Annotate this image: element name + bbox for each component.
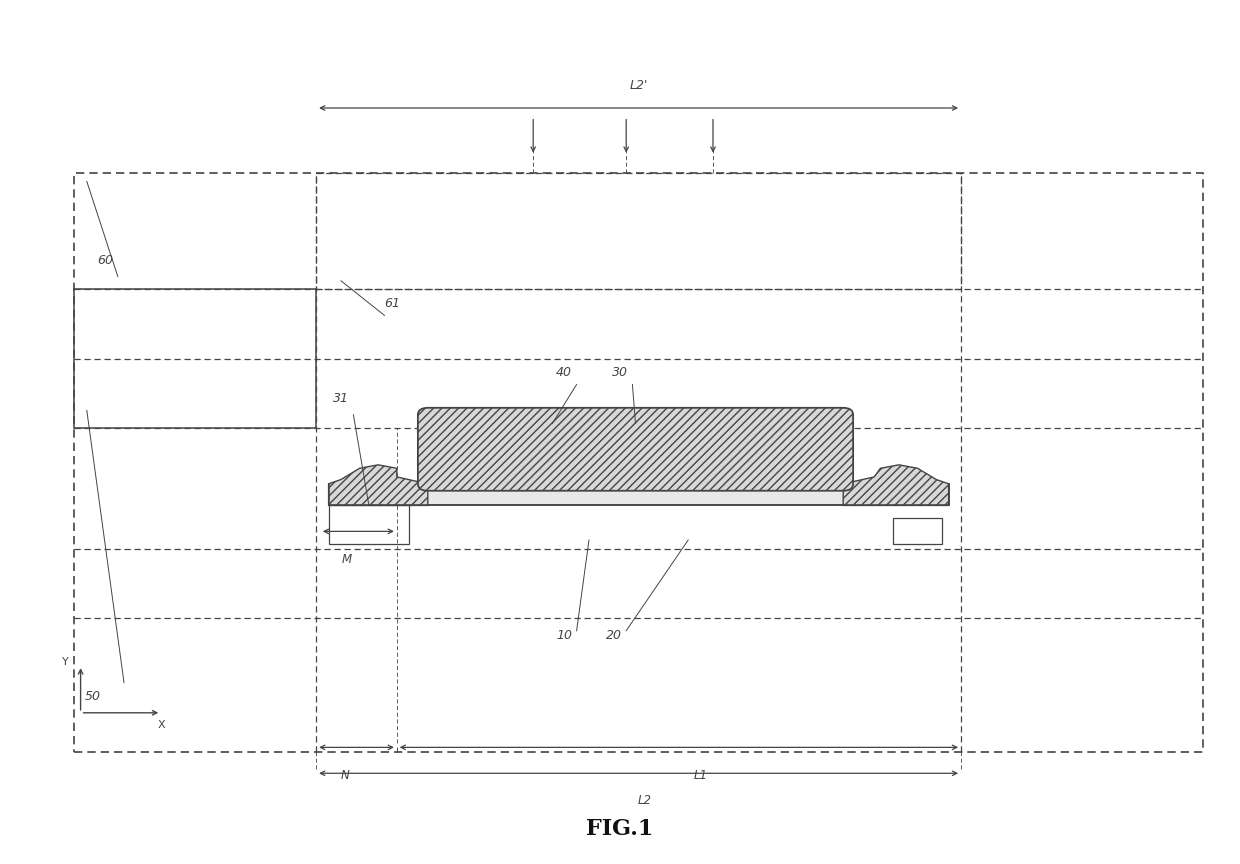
Polygon shape xyxy=(329,465,428,505)
Bar xyxy=(74,173,1203,752)
Bar xyxy=(893,518,942,544)
Text: N: N xyxy=(340,769,350,782)
Text: L2': L2' xyxy=(630,79,647,92)
Text: 20: 20 xyxy=(606,629,621,642)
Polygon shape xyxy=(843,465,949,505)
Text: 10: 10 xyxy=(557,629,572,642)
Bar xyxy=(316,173,961,289)
Text: 31: 31 xyxy=(334,391,348,404)
Text: FIG.1: FIG.1 xyxy=(587,818,653,841)
Text: Y: Y xyxy=(62,658,69,667)
FancyBboxPatch shape xyxy=(418,408,853,491)
Bar xyxy=(329,484,949,505)
Text: 61: 61 xyxy=(384,296,401,309)
Text: 60: 60 xyxy=(98,253,113,266)
Text: X: X xyxy=(157,721,165,730)
Text: 40: 40 xyxy=(557,365,572,378)
Text: M: M xyxy=(342,553,352,566)
Text: L2: L2 xyxy=(637,794,652,807)
Text: L1: L1 xyxy=(693,769,708,782)
Text: 30: 30 xyxy=(613,365,627,378)
Bar xyxy=(74,289,316,428)
Text: 50: 50 xyxy=(86,689,100,702)
Bar xyxy=(329,505,409,544)
